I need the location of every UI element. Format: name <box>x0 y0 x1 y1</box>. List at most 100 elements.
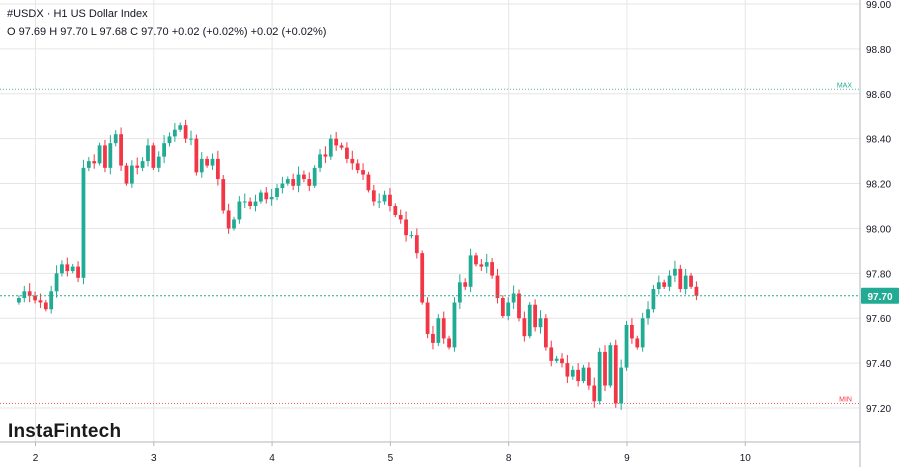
candle-body <box>592 385 597 402</box>
candle <box>334 131 339 151</box>
candle <box>538 310 543 334</box>
candle <box>328 134 333 160</box>
candle-body <box>527 304 532 337</box>
candle-body <box>683 275 688 290</box>
candle <box>651 285 656 313</box>
candle-body <box>38 300 43 303</box>
x-tick-label: 3 <box>151 453 157 464</box>
candle-body <box>640 318 645 348</box>
candle-body <box>323 154 328 157</box>
candle-body <box>371 190 376 202</box>
candle <box>479 258 484 271</box>
candle <box>60 260 64 277</box>
candle-body <box>178 125 183 130</box>
candle-body <box>54 273 59 292</box>
candle <box>205 156 210 168</box>
candle <box>495 268 500 304</box>
candle-body <box>420 253 425 303</box>
chart-title: #USDX · H1 US Dollar Index <box>7 8 148 20</box>
candle-body <box>597 351 602 402</box>
candle <box>678 264 683 293</box>
candle-body <box>167 136 172 144</box>
candle-body <box>189 138 193 140</box>
candle-body <box>425 302 430 334</box>
y-tick-label: 98.00 <box>866 224 891 235</box>
candle <box>302 170 306 183</box>
y-tick-label: 98.60 <box>866 90 891 101</box>
candle-body <box>205 158 210 166</box>
candle <box>291 173 296 191</box>
candle-body <box>377 201 382 203</box>
candle <box>307 172 312 192</box>
candle <box>474 252 478 267</box>
candle <box>210 153 215 170</box>
candle <box>463 278 468 291</box>
candle <box>140 157 145 172</box>
candle <box>457 274 462 309</box>
candle <box>312 165 317 188</box>
candle-body <box>318 154 322 168</box>
candle-body <box>259 192 263 202</box>
candle <box>345 142 349 164</box>
candle <box>662 279 667 289</box>
candle <box>683 268 688 295</box>
candle <box>640 312 645 352</box>
candle-body <box>608 345 613 386</box>
candle <box>275 184 279 201</box>
candle <box>414 228 419 259</box>
candle-body <box>307 179 312 186</box>
candle-body <box>506 302 511 316</box>
x-tick-label: 8 <box>506 453 512 464</box>
candle <box>167 132 172 147</box>
candle-body <box>436 318 441 343</box>
candle <box>237 196 242 224</box>
candle-body <box>242 201 247 203</box>
candle <box>33 291 37 304</box>
candle-body <box>404 219 408 236</box>
candle-body <box>463 282 468 287</box>
candle-body <box>156 156 161 168</box>
candle-body <box>549 347 554 361</box>
candle-body <box>694 286 699 296</box>
candle <box>543 314 548 351</box>
x-tick-label: 2 <box>33 453 39 464</box>
candle <box>404 211 408 242</box>
candle-body <box>441 318 446 339</box>
candle-body <box>517 293 521 319</box>
candle-body <box>70 266 75 272</box>
candle-body <box>522 318 527 337</box>
candle-body <box>452 302 457 348</box>
candle-body <box>457 282 462 303</box>
candle-body <box>587 367 591 386</box>
candle <box>603 345 607 391</box>
candle-body <box>162 143 166 157</box>
candle-body <box>17 298 21 303</box>
candle <box>560 353 564 368</box>
y-tick-label: 98.40 <box>866 135 891 146</box>
candle-body <box>291 179 296 186</box>
candle <box>608 342 613 388</box>
candle <box>27 283 32 303</box>
candle-body <box>183 125 188 139</box>
candle-body <box>280 183 285 189</box>
candle-body <box>495 275 500 299</box>
candle-body <box>92 161 97 164</box>
candle <box>22 285 27 303</box>
candle <box>447 335 451 350</box>
candle <box>597 347 602 405</box>
candle <box>355 159 360 174</box>
candle-body <box>646 309 650 319</box>
candle <box>398 209 403 224</box>
candle-body <box>215 158 220 180</box>
candle <box>592 377 597 408</box>
candle-body <box>398 214 403 220</box>
candle <box>468 248 473 293</box>
candle-body <box>345 147 349 159</box>
x-tick-label: 5 <box>388 453 394 464</box>
candle <box>253 194 258 212</box>
candle <box>129 160 134 188</box>
candle <box>108 135 113 175</box>
candle-body <box>355 163 360 171</box>
candle-body <box>619 367 624 404</box>
